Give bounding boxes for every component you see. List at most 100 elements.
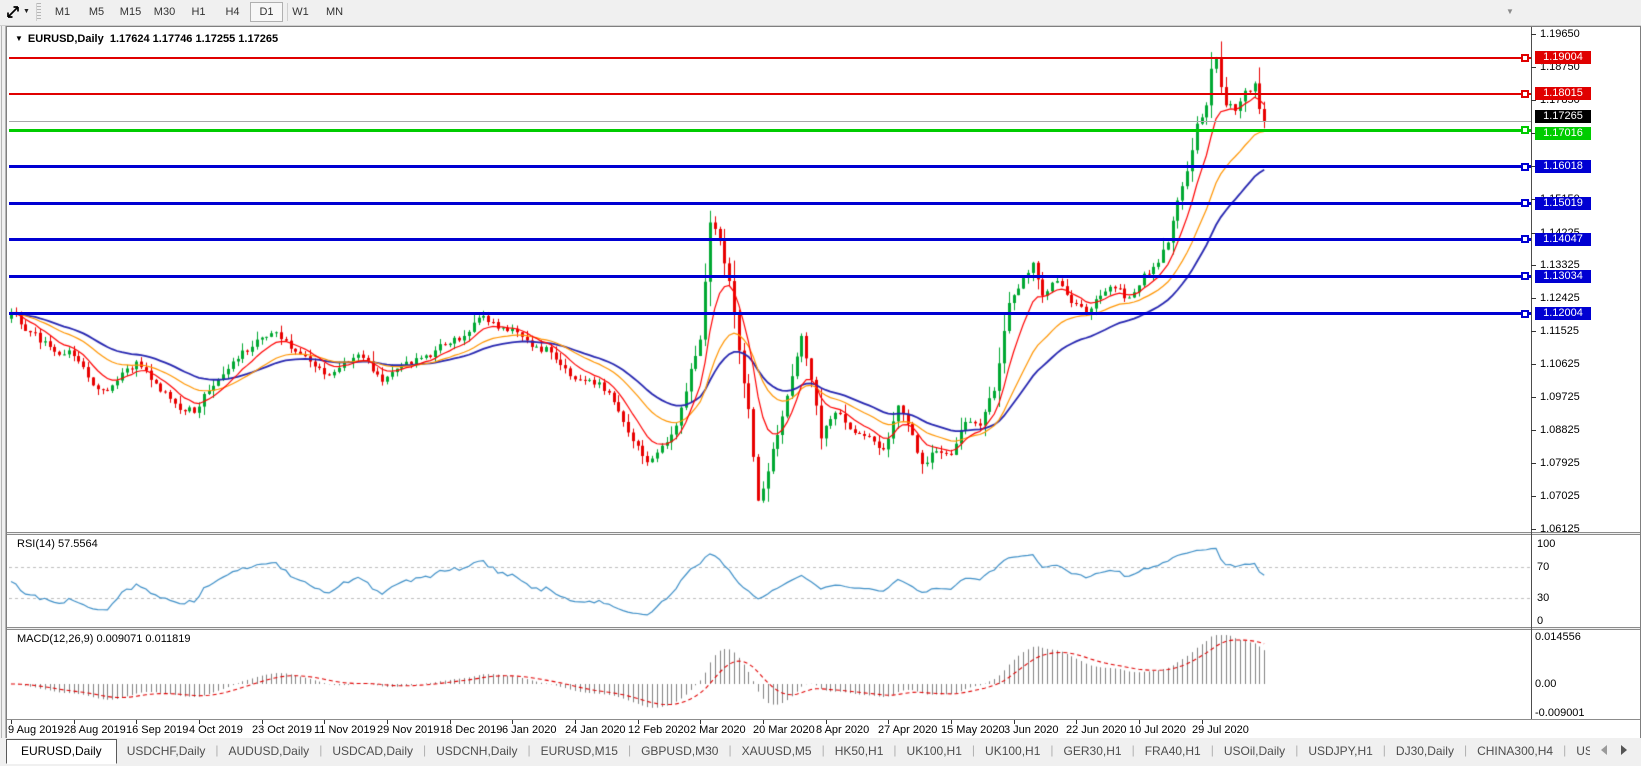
- macd-axis-tick-label: 0.00: [1535, 678, 1557, 690]
- macd-pane-canvas[interactable]: [9, 630, 1531, 717]
- price-axis-tick-label: 1.06125: [1540, 523, 1580, 535]
- date-axis-tick: [888, 720, 889, 724]
- tab-scroll-left-icon[interactable]: [1601, 745, 1607, 755]
- date-axis-tick: [324, 720, 325, 724]
- rsi-pane-canvas[interactable]: [9, 535, 1531, 627]
- date-axis-label: 12 Feb 2020: [628, 724, 690, 736]
- macd-label: MACD(12,26,9) 0.009071 0.011819: [17, 633, 191, 645]
- tab-usoil-h[interactable]: USOil,H: [1576, 744, 1590, 758]
- date-axis-label: 28 Aug 2019: [64, 724, 126, 736]
- date-axis-label: 15 May 2020: [941, 724, 1005, 736]
- date-axis-label: 24 Jan 2020: [565, 724, 626, 736]
- tab-eurusd-m15[interactable]: EURUSD,M15: [540, 744, 618, 758]
- pane-separator-rsi[interactable]: [7, 532, 1640, 535]
- level-price-label: 1.14047: [1535, 233, 1591, 246]
- date-axis-tick: [11, 720, 12, 724]
- tab-separator: |: [1382, 743, 1386, 757]
- date-axis-tick: [1202, 720, 1203, 724]
- timeframe-button-mn[interactable]: MN: [325, 6, 344, 18]
- tab-audusd-daily[interactable]: AUDUSD,Daily: [228, 744, 310, 758]
- level-price-label: 1.16018: [1535, 160, 1591, 173]
- toolbar-grip[interactable]: [36, 3, 41, 21]
- chart-tabs: EURUSD,Daily USDCHF,Daily | AUDUSD,Daily | US…: [6, 738, 1590, 766]
- price-axis-tick-label: 1.18750: [1540, 61, 1580, 73]
- tab-ger30-h1[interactable]: GER30,H1: [1063, 744, 1122, 758]
- level-price-label: 1.17265: [1535, 110, 1591, 123]
- tab-uk100-h1[interactable]: UK100,H1: [906, 744, 962, 758]
- toolbar-overflow-icon[interactable]: ▼: [1506, 7, 1514, 16]
- date-axis-label: 20 Mar 2020: [753, 724, 815, 736]
- macd-axis-tick-label: 0.014556: [1535, 631, 1581, 643]
- level-line-current-price[interactable]: [9, 121, 1531, 122]
- date-axis-tick: [1139, 720, 1140, 724]
- level-anchor-box[interactable]: [1521, 310, 1529, 318]
- price-axis-tick: [1531, 67, 1536, 68]
- tab-scroll-right-icon[interactable]: [1621, 745, 1627, 755]
- collapse-arrow-icon[interactable]: ▼: [15, 34, 23, 43]
- level-anchor-box[interactable]: [1521, 163, 1529, 171]
- tab-gbpusd-m30[interactable]: GBPUSD,M30: [641, 744, 719, 758]
- level-price-label: 1.18015: [1535, 87, 1591, 100]
- date-axis-label: 16 Sep 2019: [126, 724, 189, 736]
- level-anchor-box[interactable]: [1521, 235, 1529, 243]
- date-axis-tick: [262, 720, 263, 724]
- pane-separator-macd[interactable]: [7, 627, 1640, 630]
- timeframe-button-m5[interactable]: M5: [88, 6, 105, 18]
- date-axis-label: 18 Dec 2019: [440, 724, 503, 736]
- tab-xauusd-m5[interactable]: XAUUSD,M5: [741, 744, 812, 758]
- tab-separator: |: [1050, 743, 1054, 757]
- tab-separator: |: [627, 743, 632, 757]
- chart-title: ▼ EURUSD,Daily 1.17624 1.17746 1.17255 1.…: [15, 33, 278, 45]
- level-line-support[interactable]: [9, 238, 1531, 241]
- level-anchor-box[interactable]: [1521, 272, 1529, 280]
- tab-hk50-h1[interactable]: HK50,H1: [834, 744, 884, 758]
- tab-dj30-daily[interactable]: DJ30,Daily: [1395, 744, 1454, 758]
- date-axis-tick: [951, 720, 952, 724]
- tab-separator: |: [1131, 743, 1135, 757]
- tab-usdcnh-daily[interactable]: USDCNH,Daily: [436, 744, 518, 758]
- tab-separator: |: [821, 743, 825, 757]
- level-anchor-box[interactable]: [1521, 126, 1529, 134]
- tab-fra40-h1[interactable]: FRA40,H1: [1144, 744, 1201, 758]
- price-chart-canvas[interactable]: [9, 29, 1531, 532]
- timeframe-button-m1[interactable]: M1: [54, 6, 71, 18]
- level-price-label: 1.13034: [1535, 270, 1591, 283]
- level-line-support[interactable]: [9, 202, 1531, 205]
- price-axis-tick-label: 1.13325: [1540, 259, 1580, 271]
- tab-usdjpy-h1[interactable]: USDJPY,H1: [1308, 744, 1373, 758]
- level-anchor-box[interactable]: [1521, 54, 1529, 62]
- level-line-support[interactable]: [9, 165, 1531, 168]
- timeframe-button-m15[interactable]: M15: [119, 6, 142, 18]
- level-line-support[interactable]: [9, 275, 1531, 278]
- level-line-support[interactable]: [9, 129, 1531, 132]
- date-axis-label: 10 Jul 2020: [1129, 724, 1186, 736]
- timeframe-button-m30[interactable]: M30: [153, 6, 176, 18]
- date-axis-tick: [74, 720, 75, 724]
- level-anchor-box[interactable]: [1521, 90, 1529, 98]
- level-anchor-box[interactable]: [1521, 199, 1529, 207]
- timeframe-button-w1[interactable]: W1: [292, 6, 309, 18]
- tab-usdchf-daily[interactable]: USDCHF,Daily: [126, 744, 206, 758]
- tab-usdcad-daily[interactable]: USDCAD,Daily: [332, 744, 413, 758]
- price-axis-tick: [1531, 133, 1536, 134]
- window-left-grip[interactable]: [1, 26, 6, 738]
- tool-dropdown-icon[interactable]: ▼: [23, 8, 30, 15]
- timeframe-button-d1[interactable]: D1: [250, 2, 283, 22]
- crosshair-tool-icon[interactable]: [5, 4, 21, 20]
- level-line-resistance[interactable]: [9, 93, 1531, 95]
- level-line-support[interactable]: [9, 312, 1531, 315]
- tab-eurusd-daily[interactable]: EURUSD,Daily: [6, 739, 117, 764]
- toolbar: ▼ M1 M5 M15 M30 H1 H4 D1 W1 MN ▼: [0, 0, 1641, 26]
- rsi-axis-tick-label: 100: [1537, 538, 1556, 550]
- level-line-resistance[interactable]: [9, 57, 1531, 59]
- tab-china300-h4[interactable]: CHINA300,H4: [1477, 744, 1554, 758]
- price-axis-tick: [1531, 463, 1536, 464]
- date-axis-label: 29 Nov 2019: [377, 724, 440, 736]
- tab-usoil-daily[interactable]: USOil,Daily: [1223, 744, 1286, 758]
- timeframe-button-h4[interactable]: H4: [225, 6, 240, 18]
- timeframe-button-h1[interactable]: H1: [191, 6, 206, 18]
- rsi-axis-tick-label: 30: [1537, 592, 1550, 604]
- tab-uk100-h1[interactable]: UK100,H1: [985, 744, 1041, 758]
- price-axis-tick: [1531, 529, 1536, 530]
- price-axis-tick: [1531, 265, 1536, 266]
